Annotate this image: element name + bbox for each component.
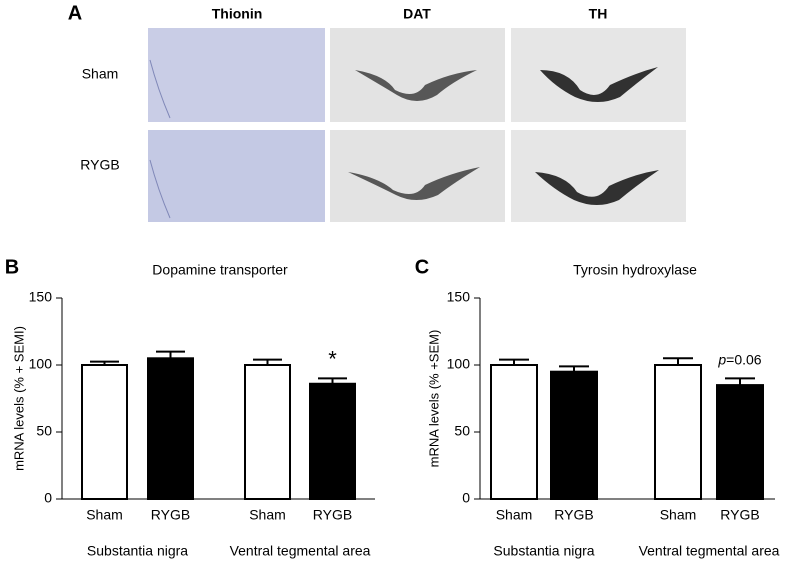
chart-title: Dopamine transporter <box>152 262 288 278</box>
bar <box>81 364 128 500</box>
stain <box>535 170 659 205</box>
column-header: DAT <box>403 6 431 22</box>
bar <box>309 382 356 501</box>
y-tick-label: 0 <box>462 490 470 506</box>
panel-label: C <box>415 256 429 278</box>
column-header: Thionin <box>212 6 263 22</box>
x-tick-label: Sham <box>249 507 286 523</box>
x-tick-label: RYGB <box>720 507 759 523</box>
y-axis-label: mRNA levels (% +SEM) <box>426 330 441 468</box>
bar <box>147 357 194 500</box>
y-tick-label: 150 <box>29 289 53 305</box>
y-tick-label: 0 <box>44 490 52 506</box>
th-image <box>511 28 686 122</box>
x-tick-label: RYGB <box>554 507 593 523</box>
bar <box>654 364 702 500</box>
panel-label: A <box>68 2 82 24</box>
y-tick-label: 150 <box>447 289 471 305</box>
y-axis-label: mRNA levels (% + SEMI) <box>11 326 26 471</box>
row-label: RYGB <box>80 157 119 173</box>
tissue-edge <box>149 59 171 219</box>
bar <box>244 364 291 500</box>
row-label: Sham <box>82 66 119 82</box>
bar <box>550 370 598 501</box>
annotation-part: * <box>328 346 337 371</box>
column-header: TH <box>589 6 608 22</box>
x-tick-label: RYGB <box>313 507 352 523</box>
group-label: Substantia nigra <box>87 543 188 559</box>
x-tick-label: RYGB <box>151 507 190 523</box>
bar <box>490 364 538 500</box>
annotation-part: p <box>717 351 726 367</box>
group-label: Ventral tegmental area <box>230 543 371 559</box>
stain <box>355 70 477 101</box>
dat-image <box>330 28 505 122</box>
th-image <box>511 130 686 222</box>
panel-label: B <box>5 256 19 278</box>
y-tick-label: 100 <box>447 356 471 372</box>
thionin-image <box>148 28 325 122</box>
group-label: Ventral tegmental area <box>639 543 780 559</box>
x-tick-label: Sham <box>660 507 697 523</box>
stain <box>348 167 480 200</box>
x-tick-label: Sham <box>86 507 123 523</box>
x-tick-label: Sham <box>496 507 533 523</box>
y-tick-label: 50 <box>454 423 470 439</box>
dat-image <box>330 130 505 222</box>
micrographs <box>148 28 686 222</box>
stain <box>540 67 658 102</box>
bar <box>716 384 764 501</box>
thionin-image <box>148 130 325 222</box>
y-tick-label: 100 <box>29 356 53 372</box>
y-tick-label: 50 <box>36 423 52 439</box>
annotation: p=0.06 <box>717 351 761 367</box>
annotation: * <box>328 346 337 371</box>
annotation-part: =0.06 <box>726 351 762 367</box>
group-label: Substantia nigra <box>493 543 594 559</box>
chart-title: Tyrosin hydroxylase <box>573 262 697 278</box>
